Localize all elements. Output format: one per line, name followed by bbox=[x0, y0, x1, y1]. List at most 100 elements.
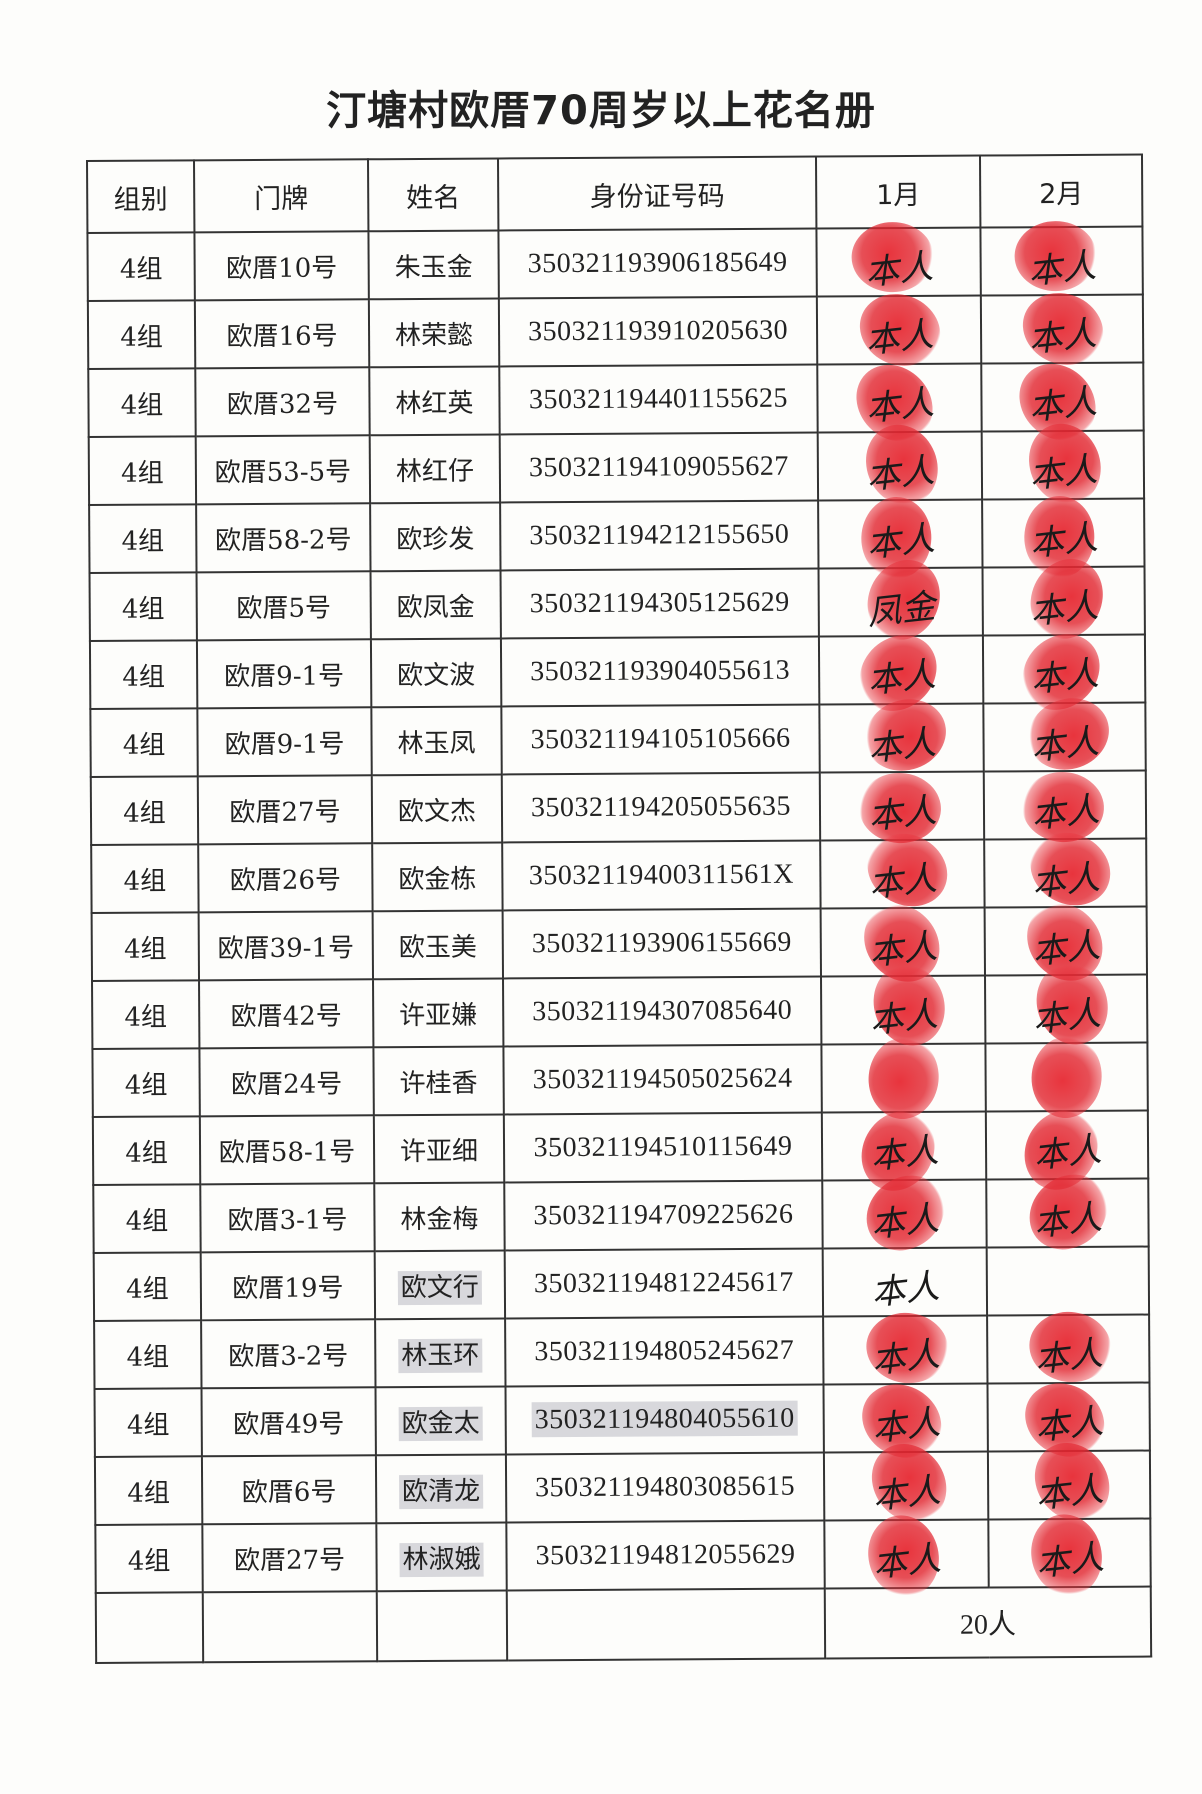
month-2-signature-cell: 本人 bbox=[980, 220, 1143, 296]
group-cell: 4组 bbox=[89, 504, 197, 573]
table-row: 4组 欧厝9-1号 林玉凤 350321194105105666 本人 本人 bbox=[90, 687, 1146, 782]
month-2-signature-cell: 本人 bbox=[987, 1306, 1150, 1388]
id-cell-text: 350321194812245617 bbox=[533, 1266, 794, 1300]
address-cell: 欧厝26号 bbox=[198, 843, 373, 913]
name-cell-text: 欧文行 bbox=[397, 1270, 482, 1305]
table-row: 4组 欧厝3-2号 林玉环 350321194805245627 本人 本人 bbox=[94, 1306, 1150, 1389]
handwritten-signature: 本人 bbox=[1033, 1537, 1106, 1585]
group-cell-text: 4组 bbox=[125, 1138, 168, 1169]
address-cell: 欧厝6号 bbox=[201, 1455, 377, 1525]
month-1-signature-cell: 本人 bbox=[820, 820, 985, 920]
group-cell: 4组 bbox=[91, 844, 199, 913]
month-2-signature-cell: 本人 bbox=[981, 348, 1144, 456]
id-cell: 350321194401155625 bbox=[499, 364, 818, 435]
group-cell: 4组 bbox=[90, 708, 198, 777]
group-cell: 4组 bbox=[92, 1116, 201, 1185]
group-cell: 4组 bbox=[92, 980, 200, 1049]
name-cell: 欧玉美 bbox=[372, 910, 504, 980]
id-cell-text: 350321194805245627 bbox=[534, 1334, 795, 1368]
group-cell-text: 4组 bbox=[122, 730, 166, 761]
month-1-signature-cell: 本人 bbox=[823, 1307, 988, 1389]
address-cell: 欧厝32号 bbox=[195, 367, 370, 437]
name-cell: 林红仔 bbox=[369, 434, 501, 504]
group-cell: 4组 bbox=[93, 1184, 201, 1253]
header-month-1: 1月 bbox=[815, 155, 981, 229]
handwritten-signature: 本人 bbox=[865, 654, 938, 702]
group-cell-text: 4组 bbox=[127, 1478, 171, 1509]
address-cell: 欧厝9-1号 bbox=[197, 707, 372, 777]
id-cell-text: 350321193906155669 bbox=[531, 926, 792, 960]
group-cell-text: 4组 bbox=[126, 1410, 170, 1441]
name-cell-text: 朱玉金 bbox=[394, 252, 473, 283]
id-cell: 350321193906185649 bbox=[498, 228, 817, 299]
address-cell: 欧厝19号 bbox=[200, 1251, 376, 1321]
month-1-signature-cell: 本人 bbox=[822, 1247, 988, 1317]
address-cell: 欧厝53-5号 bbox=[195, 435, 371, 505]
name-cell: 林红英 bbox=[369, 366, 500, 436]
address-cell: 欧厝27号 bbox=[197, 775, 373, 845]
id-cell-text: 350321194212155650 bbox=[529, 518, 790, 552]
group-cell-text: 4组 bbox=[127, 1546, 171, 1577]
address-cell: 欧厝3-2号 bbox=[201, 1319, 376, 1389]
table-row: 4组 欧厝27号 林淑娥 350321194812055629 本人 本人 bbox=[95, 1507, 1151, 1605]
id-cell-text: 350321193910205630 bbox=[527, 314, 789, 348]
group-cell-text: 4组 bbox=[124, 1002, 168, 1033]
header-name: 姓名 bbox=[368, 158, 499, 232]
month-2-signature-cell: 本人 bbox=[987, 1369, 1150, 1472]
address-cell-text: 欧厝16号 bbox=[226, 320, 338, 352]
month-2-signature-cell: 本人 bbox=[983, 769, 1147, 845]
name-cell: 林玉凤 bbox=[371, 706, 502, 776]
month-1-signature-cell: 本人 bbox=[818, 496, 983, 581]
address-cell-text: 欧厝27号 bbox=[229, 796, 341, 828]
group-cell-text: 4组 bbox=[126, 1274, 169, 1305]
id-cell: 350321194510115649 bbox=[503, 1112, 823, 1183]
address-cell-text: 欧厝58-2号 bbox=[215, 524, 352, 556]
name-cell-text: 欧文波 bbox=[397, 660, 476, 691]
name-cell: 欧文杰 bbox=[371, 774, 503, 844]
address-cell-text: 欧厝42号 bbox=[230, 1000, 342, 1032]
header-address: 门牌 bbox=[194, 159, 369, 233]
name-cell-text: 林红英 bbox=[395, 388, 474, 419]
handwritten-signature: 本人 bbox=[868, 1198, 941, 1246]
month-2-signature-cell: 本人 bbox=[982, 547, 1145, 651]
address-cell-text: 欧厝19号 bbox=[232, 1272, 344, 1304]
id-cell: 350321193910205630 bbox=[498, 296, 818, 367]
name-cell: 林玉环 bbox=[375, 1318, 506, 1388]
month-2-signature-cell: 本人 bbox=[987, 1428, 1151, 1536]
month-1-signature-cell: 本人 bbox=[816, 221, 981, 297]
id-cell: 350321194305125629 bbox=[500, 568, 819, 639]
month-2-signature-cell: 本人 bbox=[986, 1159, 1149, 1265]
handwritten-signature: 本人 bbox=[1028, 653, 1101, 701]
id-cell-text: 350321194804055610 bbox=[531, 1400, 798, 1438]
name-cell: 欧珍发 bbox=[370, 502, 501, 572]
name-cell: 欧文波 bbox=[370, 638, 502, 708]
id-cell-text: 350321194105105666 bbox=[530, 722, 791, 756]
name-cell-text: 林淑娥 bbox=[399, 1542, 484, 1577]
month-2-signature-cell: 本人 bbox=[984, 954, 1148, 1054]
table-row: 4组 欧厝27号 欧文杰 350321194205055635 本人 本人 bbox=[90, 769, 1147, 846]
table-row: 4组 欧厝42号 许亚嫌 350321194307085640 本人 本人 bbox=[92, 954, 1148, 1055]
address-cell-text: 欧厝24号 bbox=[231, 1068, 343, 1100]
name-cell-text: 林玉凤 bbox=[397, 728, 476, 759]
month-1-signature-cell: 本人 bbox=[818, 619, 984, 727]
id-cell-text: 350321193904055613 bbox=[530, 654, 791, 688]
empty-cell bbox=[376, 1590, 508, 1662]
id-cell: 350321194307085640 bbox=[503, 976, 822, 1047]
handwritten-signature: 本人 bbox=[1031, 1129, 1104, 1177]
name-cell: 欧金栋 bbox=[372, 842, 503, 912]
id-cell-text: 350321194510115649 bbox=[533, 1130, 793, 1164]
address-cell-text: 欧厝10号 bbox=[226, 252, 338, 284]
group-cell: 4组 bbox=[89, 640, 198, 709]
month-1-signature-cell: 本人 bbox=[823, 1370, 988, 1473]
name-cell: 许桂香 bbox=[373, 1046, 504, 1116]
name-cell-text: 许桂香 bbox=[399, 1068, 478, 1099]
month-1-signature-cell: 本人 bbox=[823, 1429, 989, 1537]
id-cell-text: 350321194205055635 bbox=[530, 790, 792, 824]
address-cell: 欧厝58-2号 bbox=[196, 503, 371, 573]
address-cell: 欧厝49号 bbox=[201, 1387, 376, 1457]
month-1-signature-cell: 凤金 bbox=[818, 548, 983, 652]
name-cell-text: 欧玉美 bbox=[398, 932, 477, 963]
table-row: 4组 欧厝32号 林红英 350321194401155625 本人 本人 bbox=[88, 348, 1144, 457]
handwritten-signature: 本人 bbox=[1027, 449, 1100, 497]
header-row: 组别 门牌 姓名 身份证号码 1月 2月 bbox=[87, 154, 1143, 233]
